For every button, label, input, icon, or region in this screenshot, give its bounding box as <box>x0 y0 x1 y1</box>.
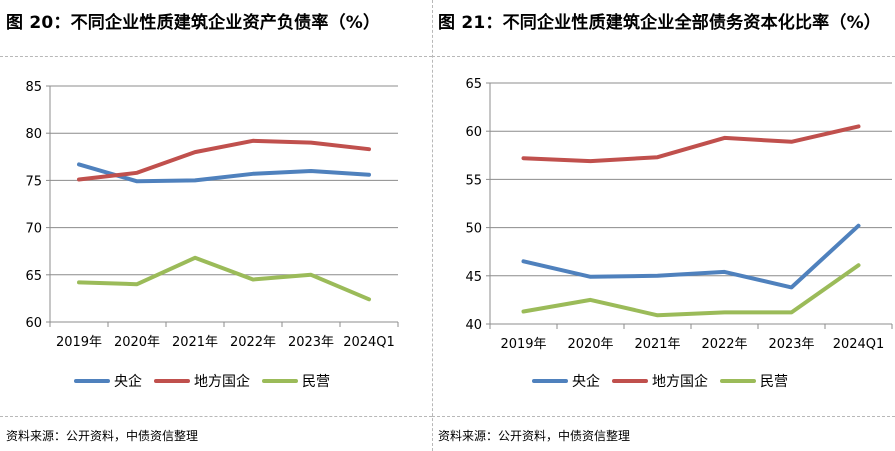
y-tick-label: 85 <box>25 80 42 95</box>
line-chart-capitalization-ratio: 40 45 50 55 60 65 2019年 2020年 2021年 2022年 2023年 202… <box>465 77 893 352</box>
source-note: 资料来源：公开资料，中债资信整理 <box>438 429 631 443</box>
chart-panel-right: 图 21：不同企业性质建筑企业全部债务资本化比率（%） 40 45 50 55 60 65… <box>432 0 895 451</box>
y-tick-label: 75 <box>25 174 42 189</box>
source-note: 资料来源：公开资料，中债资信整理 <box>6 429 199 443</box>
x-tick-label: 2023年 <box>288 335 334 350</box>
y-tick-label: 65 <box>25 269 42 284</box>
panel-divider <box>432 0 433 451</box>
title-divider <box>0 56 432 57</box>
x-tick-label: 2020年 <box>567 337 613 352</box>
legend-item: 民营 <box>720 371 788 391</box>
legend-swatch <box>532 379 568 383</box>
chart-panel-left: 图 20：不同企业性质建筑企业资产负债率（%） 60 65 70 75 80 85 2019… <box>0 0 432 451</box>
legend-swatch <box>74 379 110 383</box>
series-line <box>77 138 371 182</box>
y-tick-label: 80 <box>25 127 42 142</box>
y-tick-label: 45 <box>465 270 482 285</box>
legend-swatch <box>262 379 298 383</box>
source-divider <box>0 416 432 417</box>
legend-label: 央企 <box>572 374 600 390</box>
x-tick-label: 2023年 <box>768 337 814 352</box>
chart-title: 图 20：不同企业性质建筑企业资产负债率（%） <box>6 13 381 33</box>
legend-swatch <box>612 379 648 383</box>
legend-item: 央企 <box>74 371 142 391</box>
y-tick-label: 40 <box>465 318 482 333</box>
chart-title: 图 21：不同企业性质建筑企业全部债务资本化比率（%） <box>438 13 882 33</box>
legend-label: 地方国企 <box>652 374 708 390</box>
legend-item: 地方国企 <box>612 371 708 391</box>
source-divider <box>432 416 895 417</box>
legend-item: 民营 <box>262 371 330 391</box>
legend-label: 民营 <box>760 374 788 390</box>
y-tick-label: 55 <box>465 173 482 188</box>
x-tick-label: 2019年 <box>500 337 546 352</box>
legend-item: 地方国企 <box>154 371 250 391</box>
legend-label: 民营 <box>302 374 330 390</box>
legend-swatch <box>154 379 190 383</box>
chart-legend: 央企 地方国企 民营 <box>74 371 342 391</box>
x-tick-label: 2019年 <box>56 335 102 350</box>
y-tick-label: 60 <box>465 125 482 140</box>
legend-label: 央企 <box>114 374 142 390</box>
series-line <box>77 255 371 302</box>
y-tick-label: 65 <box>465 77 482 92</box>
x-tick-label: 2021年 <box>634 337 680 352</box>
legend-label: 地方国企 <box>194 374 250 390</box>
legend-swatch <box>720 379 756 383</box>
x-tick-label: 2024Q1 <box>343 335 395 350</box>
x-tick-label: 2020年 <box>114 335 160 350</box>
x-tick-label: 2021年 <box>172 335 218 350</box>
chart-legend: 央企 地方国企 民营 <box>532 371 800 391</box>
title-divider <box>432 56 895 57</box>
series-line <box>521 263 861 318</box>
y-tick-label: 70 <box>25 222 42 237</box>
y-tick-label: 50 <box>465 222 482 237</box>
y-tick-label: 60 <box>25 316 42 331</box>
x-tick-label: 2022年 <box>701 337 747 352</box>
x-tick-label: 2024Q1 <box>833 337 885 352</box>
x-tick-label: 2022年 <box>230 335 276 350</box>
series-line <box>521 223 861 290</box>
legend-item: 央企 <box>532 371 600 391</box>
series-line <box>521 124 861 164</box>
series-line <box>77 162 371 184</box>
line-chart-debt-ratio: 60 65 70 75 80 85 2019年 2020年 2021年 2022年 2023年 202… <box>25 80 399 350</box>
